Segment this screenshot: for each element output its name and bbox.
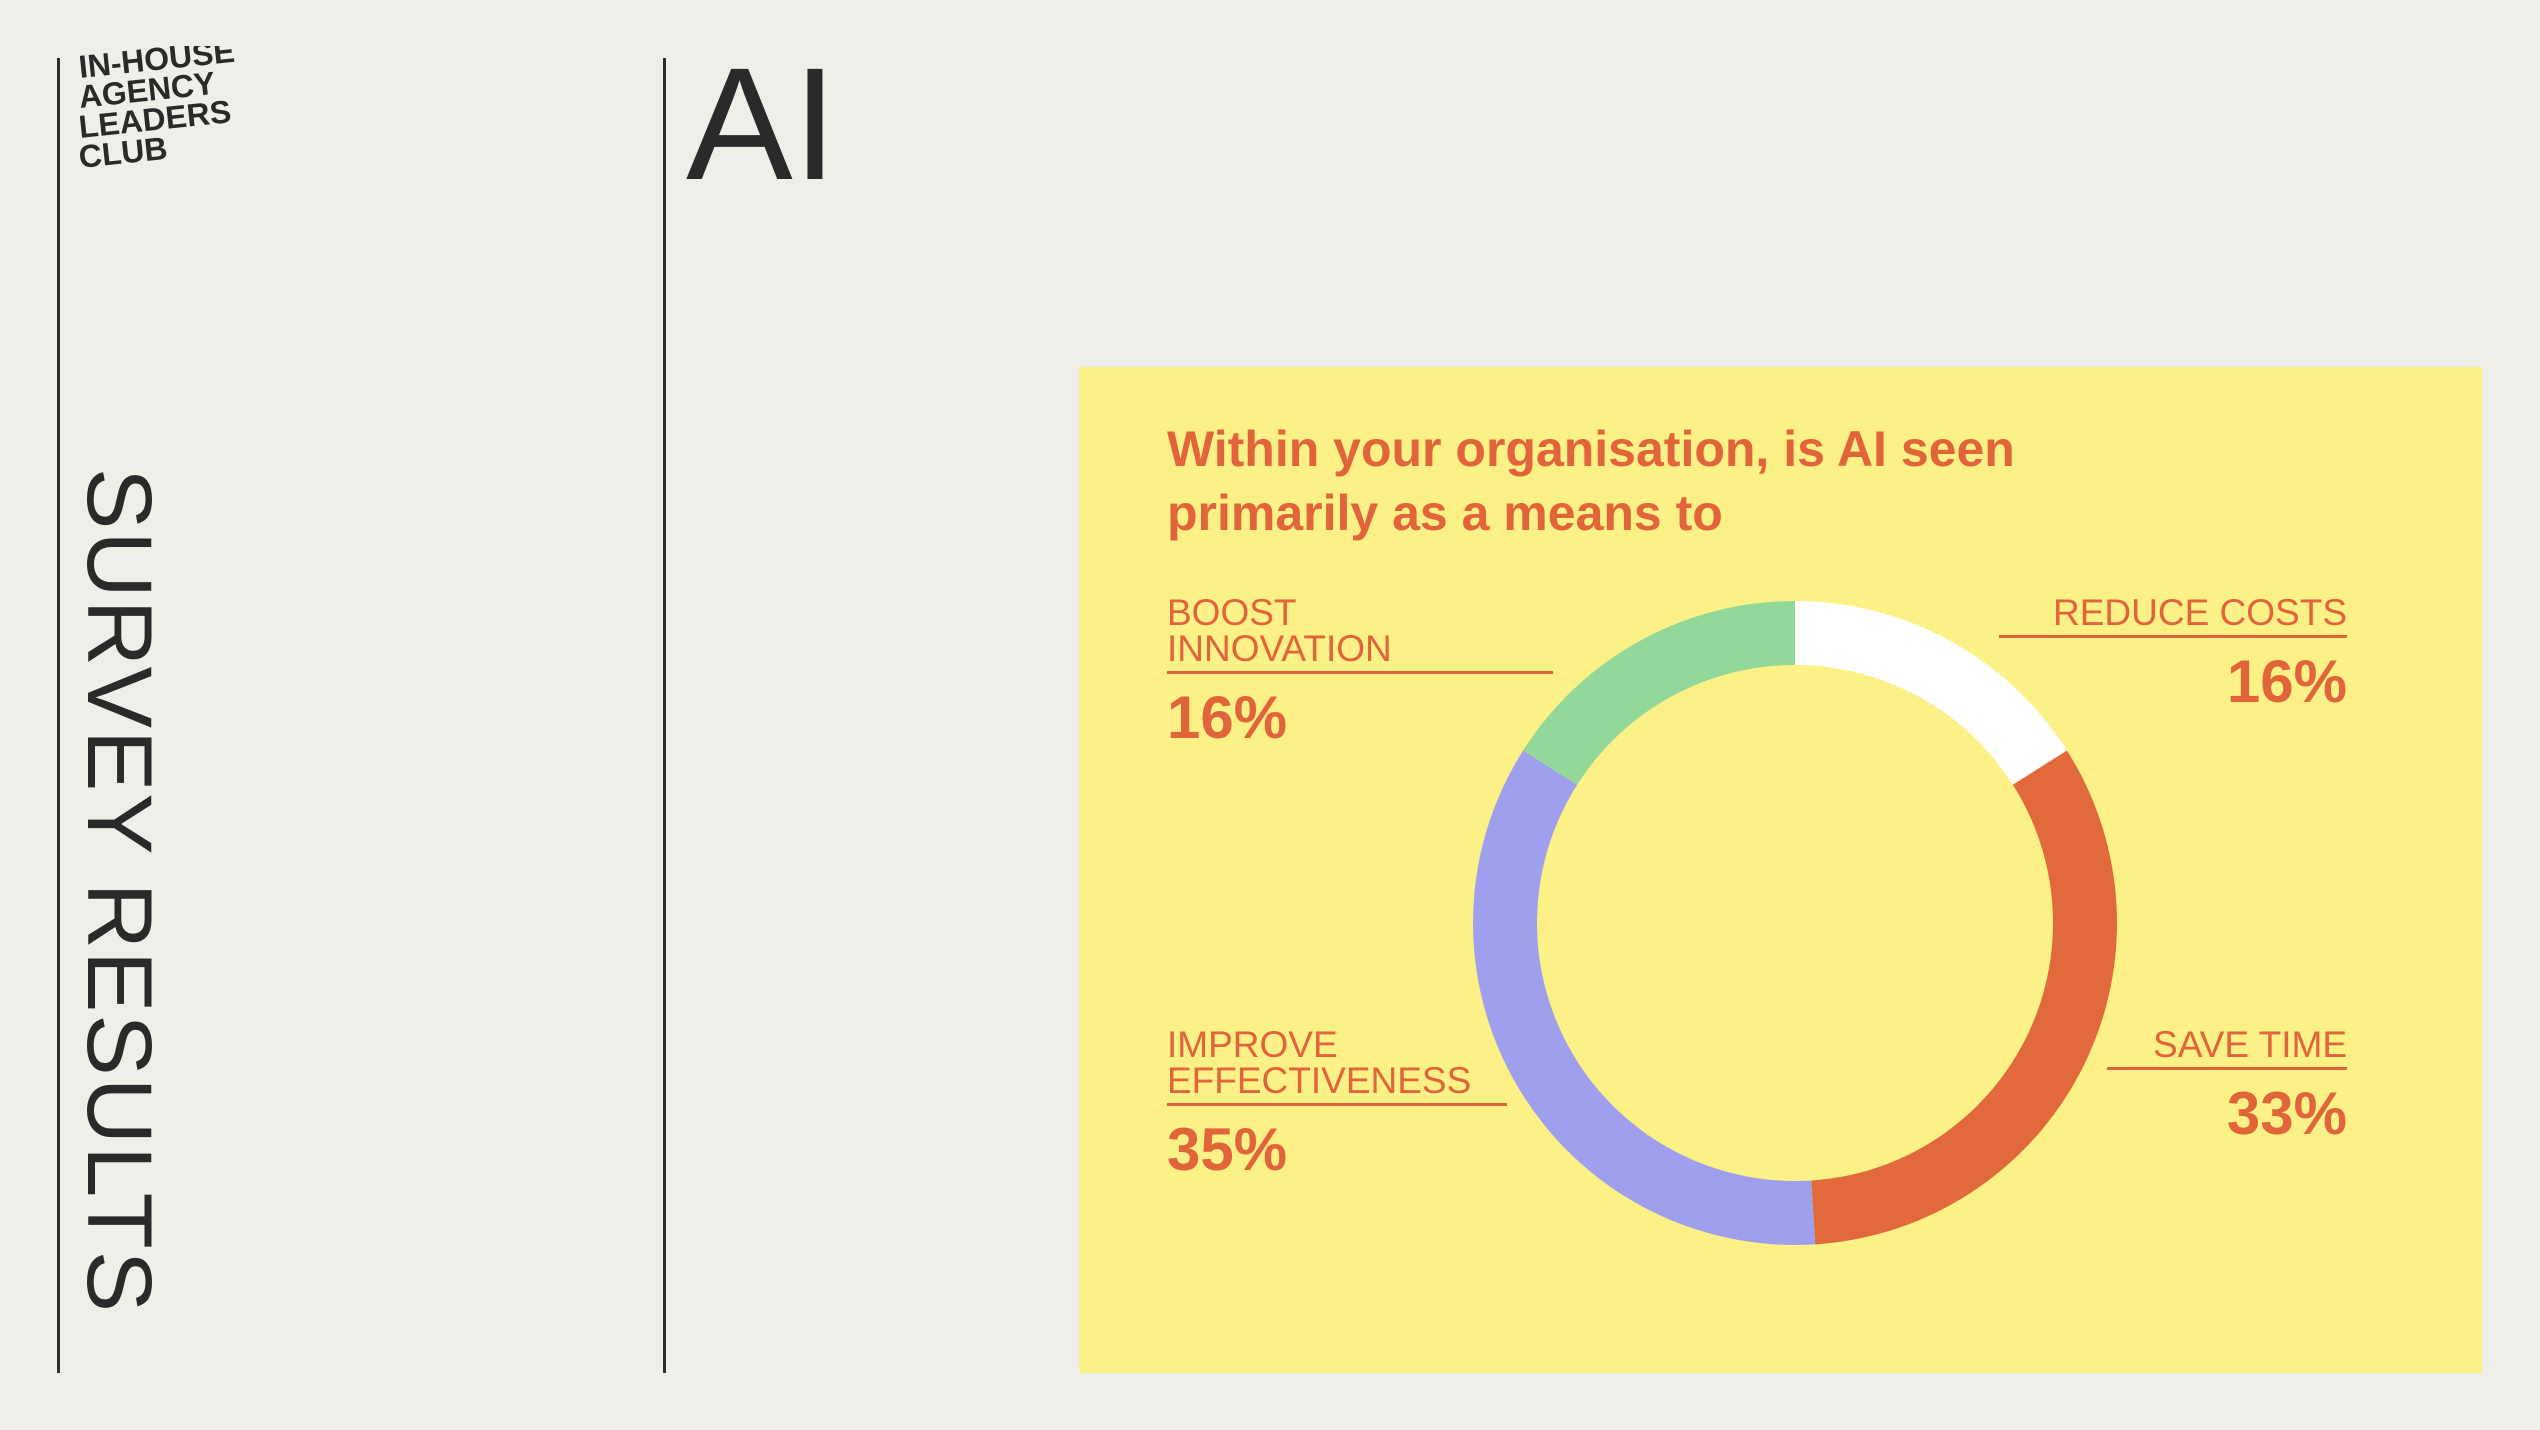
legend-label: IMPROVE EFFECTIVENESS	[1167, 1024, 1472, 1101]
legend-reduce-costs: REDUCE COSTS 16%	[1999, 592, 2347, 715]
donut-chart	[1473, 601, 2117, 1245]
donut-slice-boost-innovation	[1523, 601, 1795, 785]
legend-value: 35%	[1167, 1116, 1288, 1183]
legend-value: 33%	[2226, 1080, 2347, 1147]
middle-divider	[663, 58, 666, 1373]
donut-slice-reduce-costs	[1795, 601, 2067, 785]
legend-save-time: SAVE TIME 33%	[2107, 1024, 2347, 1147]
legend-rule	[1999, 635, 2347, 638]
chart-title: Within your organisation, is AI seen pri…	[1167, 421, 2015, 541]
donut-slice-improve-effectiveness	[1473, 750, 1816, 1245]
legend-improve-effectiveness: IMPROVE EFFECTIVENESS 35%	[1167, 1024, 1507, 1183]
legend-value: 16%	[2226, 648, 2347, 715]
legend-value: 16%	[1167, 684, 1288, 751]
chart-card: Within your organisation, is AI seen pri…	[1079, 367, 2482, 1373]
club-logo: IN-HOUSE AGENCY LEADERS CLUB	[78, 46, 236, 175]
legend-rule	[2107, 1067, 2347, 1070]
donut-slice-save-time	[1811, 750, 2117, 1245]
left-divider	[57, 58, 60, 1373]
sidebar-heading: SURVEY RESULTS	[68, 468, 170, 1315]
section-title: AI	[686, 34, 838, 213]
legend-label: REDUCE COSTS	[2053, 592, 2347, 633]
logo-line-4: CLUB	[78, 130, 169, 175]
legend-rule	[1167, 1103, 1507, 1106]
legend-label: BOOST INNOVATION	[1167, 592, 1392, 669]
legend-rule	[1167, 671, 1553, 674]
legend-label: SAVE TIME	[2153, 1024, 2347, 1065]
legend-boost-innovation: BOOST INNOVATION 16%	[1167, 592, 1553, 751]
